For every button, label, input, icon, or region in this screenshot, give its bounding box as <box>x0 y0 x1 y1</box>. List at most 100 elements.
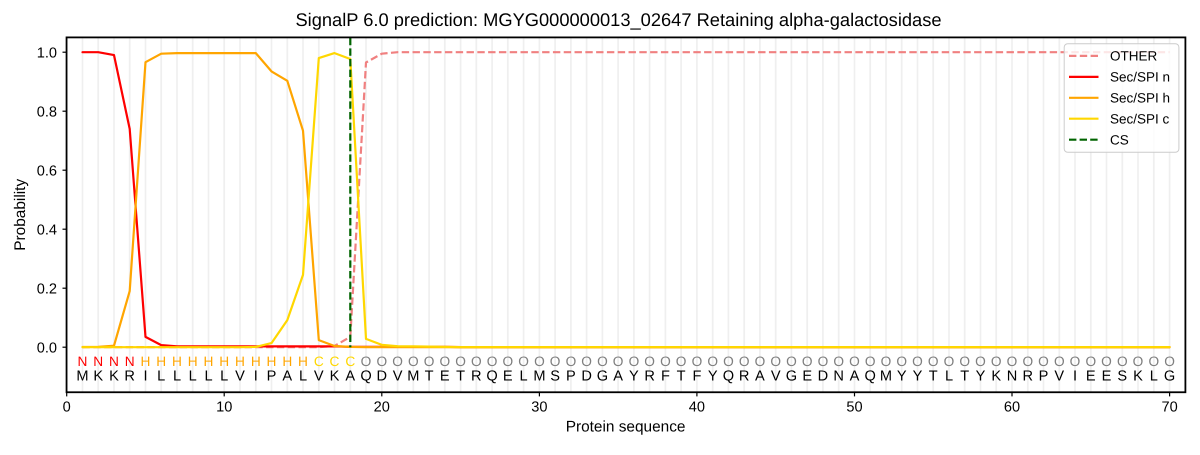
svg-text:O: O <box>723 354 734 369</box>
svg-text:O: O <box>944 354 955 369</box>
svg-text:L: L <box>189 369 197 385</box>
svg-text:O: O <box>1022 354 1033 369</box>
svg-text:O: O <box>502 354 513 369</box>
svg-text:Q: Q <box>486 369 497 385</box>
svg-text:Q: Q <box>360 369 371 385</box>
svg-text:E: E <box>802 369 812 385</box>
svg-text:S: S <box>1117 369 1127 385</box>
svg-text:O: O <box>1054 354 1065 369</box>
svg-text:V: V <box>1054 369 1064 385</box>
svg-text:H: H <box>172 354 182 369</box>
svg-text:O: O <box>1085 354 1096 369</box>
svg-text:70: 70 <box>1161 399 1177 415</box>
svg-text:C: C <box>330 354 340 369</box>
svg-text:D: D <box>581 369 592 385</box>
svg-text:O: O <box>707 354 718 369</box>
svg-text:Y: Y <box>913 369 923 385</box>
svg-text:P: P <box>1039 369 1049 385</box>
svg-text:D: D <box>818 369 829 385</box>
svg-text:M: M <box>880 369 892 385</box>
svg-text:40: 40 <box>689 399 705 415</box>
svg-text:T: T <box>425 369 434 385</box>
svg-text:O: O <box>376 354 387 369</box>
svg-text:O: O <box>849 354 860 369</box>
svg-text:O: O <box>613 354 624 369</box>
svg-text:A: A <box>282 369 292 385</box>
svg-text:O: O <box>755 354 766 369</box>
svg-text:Q: Q <box>865 369 876 385</box>
svg-text:O: O <box>881 354 892 369</box>
svg-text:O: O <box>692 354 703 369</box>
svg-text:0.8: 0.8 <box>37 104 57 120</box>
svg-text:D: D <box>377 369 388 385</box>
svg-text:60: 60 <box>1004 399 1020 415</box>
svg-text:L: L <box>520 369 528 385</box>
svg-text:H: H <box>141 354 151 369</box>
svg-text:Y: Y <box>629 369 639 385</box>
svg-text:O: O <box>361 354 372 369</box>
svg-text:R: R <box>471 369 482 385</box>
svg-text:OTHER: OTHER <box>1110 49 1158 64</box>
svg-text:O: O <box>896 354 907 369</box>
svg-text:R: R <box>124 369 135 385</box>
svg-text:Y: Y <box>897 369 907 385</box>
svg-text:H: H <box>219 354 229 369</box>
svg-text:I: I <box>1073 369 1077 385</box>
svg-text:O: O <box>739 354 750 369</box>
svg-text:N: N <box>833 369 844 385</box>
svg-text:O: O <box>818 354 829 369</box>
svg-text:O: O <box>1007 354 1018 369</box>
svg-text:H: H <box>267 354 277 369</box>
svg-text:R: R <box>1023 369 1034 385</box>
svg-text:E: E <box>503 369 513 385</box>
svg-text:O: O <box>1101 354 1112 369</box>
svg-text:O: O <box>676 354 687 369</box>
svg-text:0.4: 0.4 <box>37 222 57 238</box>
svg-text:N: N <box>109 354 119 369</box>
svg-text:G: G <box>786 369 797 385</box>
svg-text:A: A <box>613 369 623 385</box>
svg-text:0.2: 0.2 <box>37 281 57 297</box>
svg-text:A: A <box>755 369 765 385</box>
svg-text:Sec/SPI h: Sec/SPI h <box>1110 90 1170 105</box>
svg-text:Y: Y <box>708 369 718 385</box>
svg-text:O: O <box>912 354 923 369</box>
svg-text:P: P <box>566 369 576 385</box>
svg-text:O: O <box>629 354 640 369</box>
svg-text:R: R <box>739 369 750 385</box>
svg-text:E: E <box>1086 369 1096 385</box>
svg-text:0.6: 0.6 <box>37 163 57 179</box>
svg-text:O: O <box>959 354 970 369</box>
svg-text:P: P <box>267 369 277 385</box>
svg-text:O: O <box>581 354 592 369</box>
svg-text:V: V <box>314 369 324 385</box>
svg-text:30: 30 <box>531 399 547 415</box>
svg-text:0.0: 0.0 <box>37 340 57 356</box>
svg-text:V: V <box>771 369 781 385</box>
svg-text:Sec/SPI n: Sec/SPI n <box>1110 70 1170 85</box>
svg-text:Sec/SPI c: Sec/SPI c <box>1110 111 1170 126</box>
svg-text:Probability: Probability <box>12 179 29 251</box>
svg-text:N: N <box>1007 369 1018 385</box>
svg-text:S: S <box>550 369 560 385</box>
svg-text:T: T <box>929 369 938 385</box>
svg-text:O: O <box>534 354 545 369</box>
svg-text:A: A <box>850 369 860 385</box>
svg-text:L: L <box>157 369 165 385</box>
svg-text:V: V <box>393 369 403 385</box>
svg-text:G: G <box>597 369 608 385</box>
svg-text:O: O <box>1164 354 1175 369</box>
svg-text:H: H <box>251 354 261 369</box>
svg-text:K: K <box>1133 369 1143 385</box>
svg-text:N: N <box>125 354 135 369</box>
svg-text:E: E <box>1102 369 1112 385</box>
svg-text:O: O <box>928 354 939 369</box>
svg-text:O: O <box>566 354 577 369</box>
svg-text:SignalP 6.0 prediction: MGYG00: SignalP 6.0 prediction: MGYG000000013_02… <box>295 9 941 30</box>
svg-text:0: 0 <box>63 399 71 415</box>
svg-text:T: T <box>960 369 969 385</box>
svg-text:O: O <box>1133 354 1144 369</box>
svg-text:F: F <box>692 369 701 385</box>
svg-text:H: H <box>204 354 214 369</box>
svg-text:CS: CS <box>1110 132 1129 147</box>
